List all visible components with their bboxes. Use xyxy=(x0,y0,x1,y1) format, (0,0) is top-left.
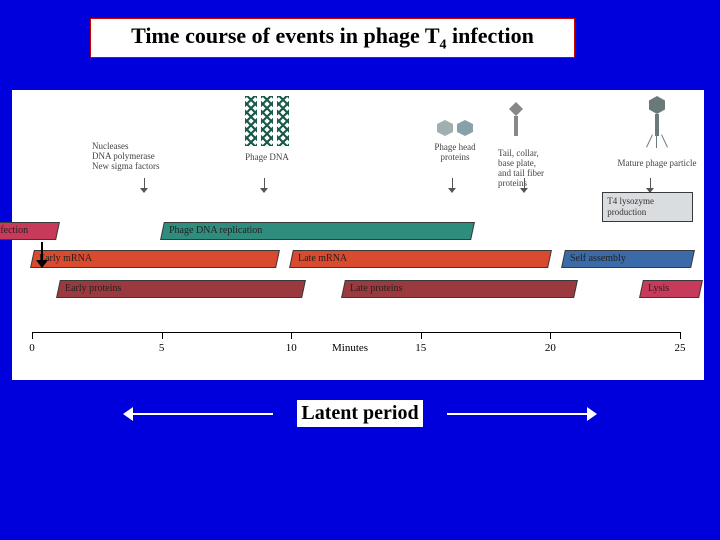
phage-particle-icon xyxy=(612,96,702,155)
tick-label: 5 xyxy=(159,342,165,354)
bar-early-mrna: Early mRNA xyxy=(30,250,280,268)
arrow-left-icon xyxy=(123,407,283,421)
icon-label: Phage headproteins xyxy=(420,143,490,163)
bar-lysis: Lysis xyxy=(639,280,702,298)
page-title: Time course of events in phage T4 infect… xyxy=(131,23,534,48)
bar-label: Infection xyxy=(0,223,28,239)
tick xyxy=(550,332,551,339)
bar-label: Early proteins xyxy=(65,281,121,297)
bar-infection: Infection xyxy=(0,222,60,240)
tick-label: 0 xyxy=(29,342,35,354)
bar-self-assembly: Self assembly xyxy=(561,250,694,268)
bar-replication: Phage DNA replication xyxy=(160,222,475,240)
tick xyxy=(162,332,163,339)
title-post: infection xyxy=(447,23,534,48)
tail-fiber-icon xyxy=(498,102,568,145)
icon-label: Phage DNA xyxy=(222,153,312,163)
bar-label: Late mRNA xyxy=(298,251,347,267)
tick-label: 20 xyxy=(545,342,556,354)
bar-lysozyme: T4 lysozymeproduction xyxy=(602,192,693,222)
bar-early-proteins: Early proteins xyxy=(56,280,306,298)
dna-helix-icon xyxy=(222,96,312,149)
latent-period-label: Latent period xyxy=(297,400,422,427)
arrow-right-icon xyxy=(437,407,597,421)
tick xyxy=(291,332,292,339)
phage-head-icon xyxy=(420,120,490,139)
bar-label: Self assembly xyxy=(570,251,626,267)
icon-label: Mature phage particle xyxy=(612,159,702,169)
latent-period-row: Latent period xyxy=(0,400,720,427)
tick-label: 25 xyxy=(675,342,686,354)
tick xyxy=(680,332,681,339)
tick xyxy=(421,332,422,339)
icon-head-proteins: Phage headproteins xyxy=(420,120,490,163)
icon-phage-dna: Phage DNA xyxy=(222,96,312,163)
icon-label: NucleasesDNA polymeraseNew sigma factors xyxy=(92,142,202,172)
bar-label: Phage DNA replication xyxy=(169,223,262,239)
bar-label: Late proteins xyxy=(350,281,402,297)
bar-late-mrna: Late mRNA xyxy=(289,250,552,268)
icon-mature-phage: Mature phage particle xyxy=(612,96,702,169)
title-pre: Time course of events in phage T xyxy=(131,23,439,48)
time-axis: 0510152025 Minutes xyxy=(32,320,680,364)
icon-label: Tail, collar,base plate,and tail fiberpr… xyxy=(498,149,568,189)
timeline-chart: NucleasesDNA polymeraseNew sigma factors… xyxy=(12,90,704,380)
icon-nucleases: NucleasesDNA polymeraseNew sigma factors xyxy=(92,138,202,172)
title-box: Time course of events in phage T4 infect… xyxy=(90,18,575,58)
bar-label: Lysis xyxy=(648,281,669,297)
axis-line xyxy=(32,332,680,333)
icon-row: NucleasesDNA polymeraseNew sigma factors… xyxy=(12,96,704,186)
icon-tail-proteins: Tail, collar,base plate,and tail fiberpr… xyxy=(498,102,568,188)
title-sub: 4 xyxy=(440,37,447,52)
axis-label: Minutes xyxy=(332,342,368,354)
tick-label: 15 xyxy=(415,342,426,354)
tick-label: 10 xyxy=(286,342,297,354)
tick xyxy=(32,332,33,339)
bar-late-proteins: Late proteins xyxy=(341,280,578,298)
